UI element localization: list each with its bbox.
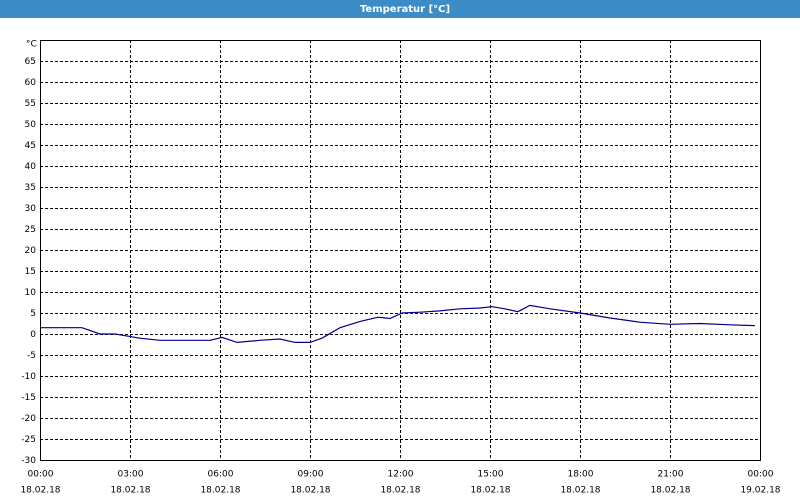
x-tick-date: 18.02.18 — [200, 486, 240, 496]
x-tick-date: 18.02.18 — [110, 486, 150, 496]
plot-frame — [40, 40, 761, 461]
x-tick-time: 06:00 — [208, 470, 234, 480]
y-tick-label: -5 — [27, 351, 36, 361]
x-tick-time: 18:00 — [568, 470, 594, 480]
y-tick-label: 35 — [25, 183, 36, 193]
y-tick-label: 15 — [25, 267, 36, 277]
title-bar — [0, 0, 800, 18]
x-tick-date: 18.02.18 — [650, 486, 690, 496]
x-tick-date: 18.02.18 — [380, 486, 420, 496]
x-tick-date: 18.02.18 — [560, 486, 600, 496]
x-tick-date: 18.02.18 — [290, 486, 330, 496]
y-tick-label: -10 — [21, 372, 36, 382]
y-tick-label: 5 — [30, 309, 36, 319]
temperature-line — [40, 304, 755, 344]
x-tick-time: 09:00 — [298, 470, 324, 480]
x-tick-time: 00:00 — [748, 470, 774, 480]
y-tick-label: 30 — [25, 204, 37, 214]
y-tick-label: 40 — [25, 162, 37, 172]
y-tick-label: 50 — [25, 120, 37, 130]
y-tick-label: 45 — [25, 141, 36, 151]
y-axis-label: °C — [26, 40, 37, 50]
x-tick-time: 12:00 — [388, 470, 414, 480]
y-tick-label: -20 — [21, 414, 36, 424]
y-tick-label: -15 — [21, 393, 36, 403]
chart-title: Temperatur [°C] — [360, 4, 450, 15]
y-tick-label: 25 — [25, 225, 36, 235]
x-tick-date: 19.02.18 — [740, 486, 780, 496]
x-tick-date: 18.02.18 — [20, 486, 60, 496]
y-tick-label: 10 — [25, 288, 37, 298]
y-tick-label: -25 — [21, 435, 36, 445]
y-tick-label: 65 — [25, 57, 36, 67]
x-tick-time: 15:00 — [478, 470, 504, 480]
y-tick-label: -30 — [21, 456, 36, 466]
x-tick-time: 21:00 — [658, 470, 684, 480]
x-tick-time: 00:00 — [28, 470, 54, 480]
y-tick-label: 20 — [25, 246, 37, 256]
x-tick-time: 03:00 — [118, 470, 144, 480]
y-tick-label: 60 — [25, 78, 37, 88]
y-tick-label: 0 — [30, 330, 36, 340]
x-tick-date: 18.02.18 — [470, 486, 510, 496]
y-tick-label: 55 — [25, 99, 36, 109]
